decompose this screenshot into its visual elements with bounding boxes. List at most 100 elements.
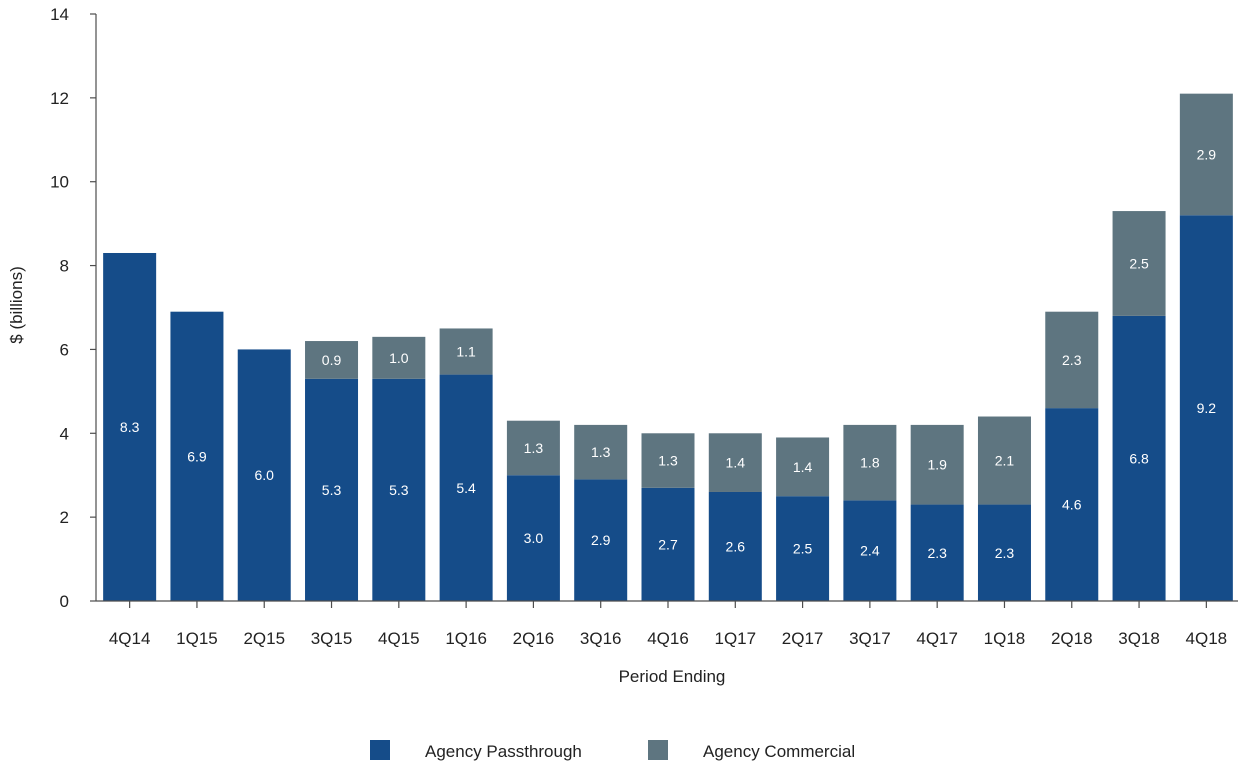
bar-segment-agency-passthrough [1112,315,1166,601]
legend: Agency Passthrough Agency Commercial [370,740,855,761]
bar-segment-agency-passthrough [170,311,224,601]
bar-segment-agency-passthrough [439,374,493,601]
x-tick-label: 2Q16 [513,629,555,648]
bar-value-label: 5.3 [322,482,342,498]
bar-segment-agency-commercial [372,336,426,379]
bar-value-label: 1.4 [726,455,746,471]
bar-segment-agency-passthrough [843,500,897,601]
y-tick-label: 14 [50,5,69,24]
x-tick-label: 4Q15 [378,629,420,648]
legend-swatch [370,740,390,760]
x-axis: 4Q14 1Q15 2Q15 3Q15 4Q15 1Q16 2Q16 3Q16 4Q16 1Q17… [96,600,1238,648]
bar-segment-agency-passthrough [506,475,560,601]
x-tick-label: 2Q15 [243,629,285,648]
bar-segment-agency-passthrough [977,504,1031,601]
y-tick-label: 6 [60,340,69,359]
bar-segment-agency-commercial [439,328,493,375]
x-tick-label: 3Q15 [311,629,353,648]
bar-value-label: 5.3 [389,482,409,498]
y-axis-title: $ (billions) [7,266,26,343]
bars: 8.3 6.9 6.0 5.3 0.9 5.3 1.0 5.4 1.1 3.0 1.3 2.9 1.3 2… [103,93,1233,601]
bar-segment-agency-commercial [776,437,830,497]
y-tick-label: 12 [50,89,69,108]
bar-value-label: 1.8 [860,455,880,471]
bar-segment-agency-passthrough [708,491,762,601]
bar-segment-agency-passthrough [574,479,628,601]
bar-value-label: 2.3 [995,545,1015,561]
y-tick-label: 0 [60,592,69,611]
bar-value-label: 2.3 [927,545,947,561]
bar-value-label: 2.5 [793,541,813,557]
y-axis: 0 2 4 6 8 10 12 14 [50,5,97,611]
bar-value-label: 2.9 [1197,146,1217,162]
y-tick-label: 8 [60,257,69,276]
bar-value-label: 6.8 [1129,450,1149,466]
bar-segment-agency-commercial [305,341,359,379]
bar-value-label: 4.6 [1062,497,1082,513]
bar-segment-agency-passthrough [641,487,695,601]
bar-segment-agency-commercial [574,424,628,480]
legend-label: Agency Commercial [703,742,855,761]
bar-segment-agency-commercial [708,433,762,492]
legend-item-agency-passthrough: Agency Passthrough [370,740,582,761]
bar-value-label: 1.1 [456,344,476,360]
x-tick-label: 3Q17 [849,629,891,648]
bar-value-label: 2.3 [1062,352,1082,368]
x-tick-label: 4Q14 [109,629,151,648]
bar-segment-agency-passthrough [776,496,830,601]
bar-value-label: 6.9 [187,448,207,464]
y-tick-label: 2 [60,508,69,527]
bar-value-label: 2.7 [658,536,678,552]
bar-value-label: 1.9 [927,457,947,473]
bar-segment-agency-commercial [506,420,560,476]
x-tick-label: 3Q18 [1118,629,1160,648]
bar-value-label: 1.3 [658,453,678,469]
bar-segment-agency-passthrough [1179,215,1233,601]
bar-value-label: 2.5 [1129,255,1149,271]
x-tick-label: 2Q18 [1051,629,1093,648]
bar-value-label: 1.0 [389,350,409,366]
bar-value-label: 1.3 [591,444,611,460]
bar-segment-agency-commercial [977,416,1031,505]
x-tick-label: 1Q16 [445,629,487,648]
legend-item-agency-commercial: Agency Commercial [648,740,855,761]
legend-swatch [648,740,668,760]
bar-value-label: 3.0 [524,530,544,546]
bar-segment-agency-passthrough [237,349,291,601]
x-tick-label: 1Q15 [176,629,218,648]
bar-segment-agency-commercial [843,424,897,501]
bar-segment-agency-passthrough [910,504,964,601]
x-tick-label: 4Q18 [1186,629,1228,648]
bar-segment-agency-commercial [1179,93,1233,216]
bar-value-label: 2.9 [591,532,611,548]
x-tick-label: 1Q17 [714,629,756,648]
bar-segment-agency-commercial [910,424,964,505]
bar-segment-agency-passthrough [372,378,426,601]
x-tick-label: 4Q16 [647,629,689,648]
bar-segment-agency-passthrough [103,252,157,601]
x-tick-label: 4Q17 [916,629,958,648]
bar-value-label: 2.4 [860,543,880,559]
bar-value-label: 0.9 [322,352,342,368]
bar-segment-agency-commercial [641,433,695,488]
bar-value-label: 1.4 [793,459,813,475]
bar-value-label: 8.3 [120,419,140,435]
bar-segment-agency-passthrough [305,378,359,601]
x-axis-title: Period Ending [619,667,726,686]
bar-segment-agency-commercial [1045,311,1099,409]
bar-value-label: 2.6 [726,538,746,554]
x-tick-label: 1Q18 [984,629,1026,648]
bar-value-label: 9.2 [1197,400,1217,416]
bar-value-label: 2.1 [995,453,1015,469]
x-tick-label: 2Q17 [782,629,824,648]
y-tick-label: 10 [50,173,69,192]
bar-segment-agency-commercial [1112,211,1166,316]
bar-value-label: 1.3 [524,440,544,456]
legend-label: Agency Passthrough [425,742,582,761]
bar-value-label: 5.4 [456,480,476,496]
bar-value-label: 6.0 [255,467,275,483]
bar-segment-agency-passthrough [1045,408,1099,601]
x-tick-label: 3Q16 [580,629,622,648]
